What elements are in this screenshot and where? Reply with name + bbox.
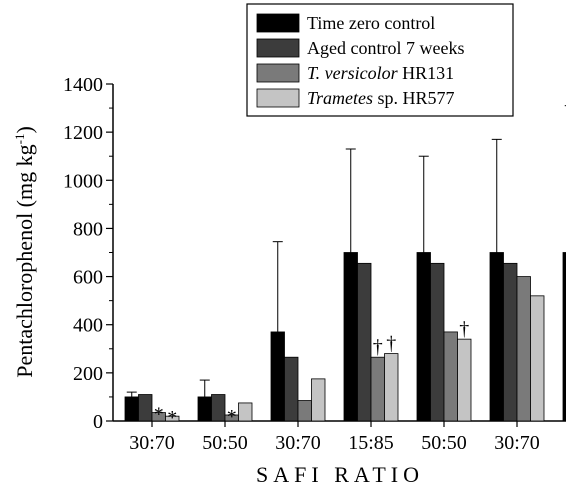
bar xyxy=(357,262,372,422)
legend-label: T. versicolor HR131 xyxy=(307,63,454,83)
y-tick-label: 1400 xyxy=(63,74,103,96)
y-tick-label: 1000 xyxy=(63,170,103,192)
bar xyxy=(562,252,566,422)
legend-label: Time zero control xyxy=(307,13,435,33)
legend-swatch xyxy=(256,13,300,33)
legend-swatch xyxy=(256,63,300,83)
y-axis-title: Pentachlorophenol (mg kg-1) xyxy=(12,126,37,378)
bar xyxy=(138,394,153,422)
x-tick-label: 15:85 xyxy=(348,432,394,454)
legend-swatch xyxy=(256,38,300,58)
bar xyxy=(530,295,545,422)
x-tick-label: 30:70 xyxy=(275,432,321,454)
bar xyxy=(311,378,326,422)
y-tick-label: 200 xyxy=(73,363,103,385)
bar xyxy=(443,331,458,422)
y-tick-label: 400 xyxy=(73,315,103,337)
x-tick-label: 30:70 xyxy=(494,432,540,454)
significance-marker: † xyxy=(459,318,469,340)
bar xyxy=(238,402,253,422)
bar xyxy=(430,262,445,422)
bar xyxy=(416,252,431,422)
bar xyxy=(211,394,226,422)
significance-marker: * xyxy=(154,404,164,426)
significance-marker: † xyxy=(373,336,383,358)
x-tick-label: 50:50 xyxy=(421,432,467,454)
y-tick-label: 800 xyxy=(73,218,103,240)
bar xyxy=(165,415,180,422)
significance-marker: * xyxy=(227,406,237,428)
legend-swatch xyxy=(256,88,300,108)
bar xyxy=(516,276,531,422)
bar xyxy=(384,353,399,422)
x-tick-label: 30:70 xyxy=(129,432,175,454)
y-tick-label: 1200 xyxy=(63,122,103,144)
bar xyxy=(197,396,212,422)
bar xyxy=(124,396,139,422)
x-tick-label: 50:50 xyxy=(202,432,248,454)
bar xyxy=(297,400,312,422)
significance-marker: † xyxy=(386,333,396,355)
y-tick-label: 600 xyxy=(73,267,103,289)
bar xyxy=(270,331,285,422)
significance-marker: * xyxy=(167,407,177,429)
bar xyxy=(284,356,299,422)
bar xyxy=(370,356,385,422)
bar xyxy=(343,252,358,422)
legend-label: Aged control 7 weeks xyxy=(307,38,464,58)
bar xyxy=(503,262,518,422)
y-tick-label: 0 xyxy=(93,411,103,433)
bar xyxy=(489,252,504,422)
bar xyxy=(457,338,472,422)
x-axis-title: SAFI RATIO xyxy=(256,462,424,487)
legend-label: Trametes sp. HR577 xyxy=(307,88,455,108)
